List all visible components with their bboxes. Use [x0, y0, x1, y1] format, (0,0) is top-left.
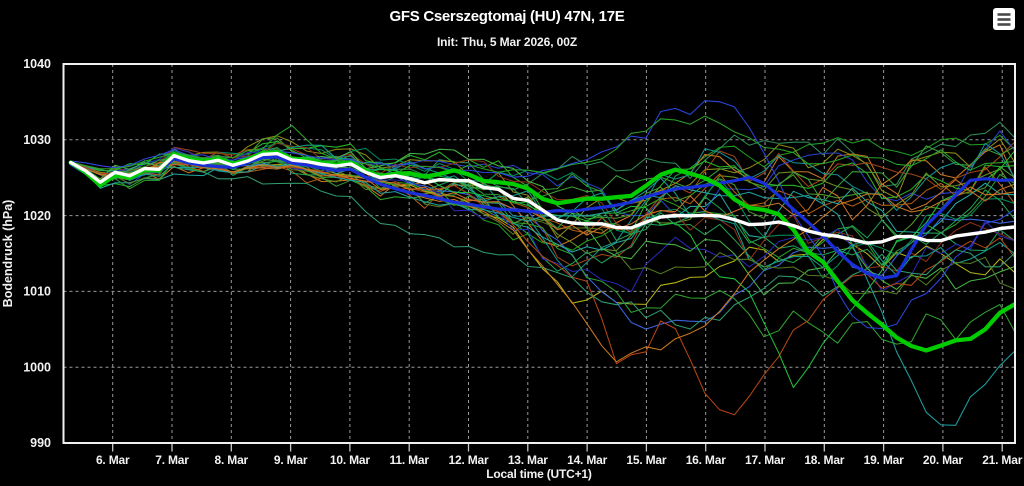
- svg-text:1030: 1030: [23, 133, 51, 147]
- svg-text:16. Mar: 16. Mar: [686, 453, 726, 467]
- svg-text:19. Mar: 19. Mar: [864, 453, 904, 467]
- svg-text:1040: 1040: [23, 57, 51, 71]
- svg-text:20. Mar: 20. Mar: [923, 453, 963, 467]
- svg-text:1020: 1020: [23, 209, 51, 223]
- svg-text:10. Mar: 10. Mar: [330, 453, 370, 467]
- svg-text:6. Mar: 6. Mar: [96, 453, 130, 467]
- svg-text:Bodendruck (hPa): Bodendruck (hPa): [1, 200, 15, 308]
- svg-text:21. Mar: 21. Mar: [982, 453, 1022, 467]
- svg-text:13. Mar: 13. Mar: [508, 453, 548, 467]
- svg-text:GFS Cserszegtomaj (HU) 47N, 17: GFS Cserszegtomaj (HU) 47N, 17E: [390, 8, 625, 25]
- svg-text:15. Mar: 15. Mar: [626, 453, 666, 467]
- svg-text:1010: 1010: [23, 285, 51, 299]
- svg-text:11. Mar: 11. Mar: [390, 453, 430, 467]
- svg-text:17. Mar: 17. Mar: [745, 453, 785, 467]
- svg-text:14. Mar: 14. Mar: [567, 453, 607, 467]
- svg-text:1000: 1000: [23, 360, 51, 374]
- svg-text:12. Mar: 12. Mar: [449, 453, 489, 467]
- svg-text:Local time (UTC+1): Local time (UTC+1): [486, 467, 592, 481]
- svg-text:18. Mar: 18. Mar: [804, 453, 844, 467]
- svg-text:9. Mar: 9. Mar: [274, 453, 308, 467]
- svg-text:Init: Thu, 5 Mar 2026, 00Z: Init: Thu, 5 Mar 2026, 00Z: [437, 35, 577, 49]
- svg-text:7. Mar: 7. Mar: [155, 453, 189, 467]
- svg-text:990: 990: [30, 436, 51, 450]
- svg-text:8. Mar: 8. Mar: [215, 453, 249, 467]
